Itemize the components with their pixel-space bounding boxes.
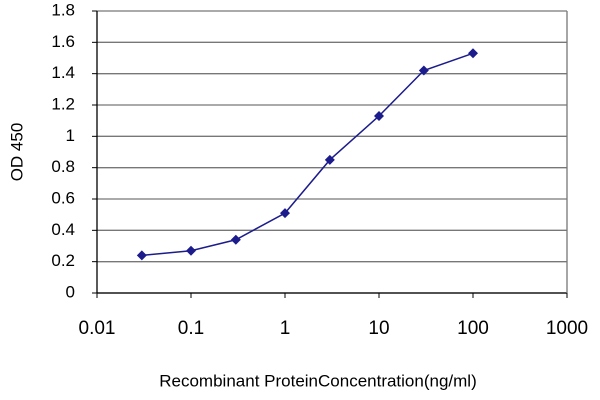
y-tick-label: 0 (66, 282, 75, 301)
y-tick-label: 1.2 (51, 94, 75, 113)
data-point (186, 245, 196, 256)
x-tick-label: 0.01 (79, 318, 116, 339)
x-tick-label: 0.1 (178, 318, 204, 339)
data-point (324, 154, 335, 165)
y-tick-label: 1.8 (51, 0, 75, 19)
data-point (418, 65, 429, 76)
y-tick-label: 0.6 (51, 188, 75, 207)
x-tick-label: 10 (368, 318, 389, 339)
x-tick-label: 100 (457, 318, 489, 339)
data-point (280, 208, 290, 219)
y-tick-label: 1.6 (51, 32, 75, 51)
y-tick-label: 1.4 (51, 63, 75, 82)
y-tick-label: 0.2 (51, 251, 75, 270)
y-axis-label: OD 450 (7, 123, 26, 182)
data-point (468, 48, 478, 59)
series-line (141, 52, 474, 257)
y-tick-label: 1 (66, 126, 75, 145)
y-tick-label: 0.4 (51, 220, 75, 239)
x-tick-label: 1 (280, 318, 291, 339)
x-tick-label: 1000 (546, 318, 588, 339)
data-point (230, 234, 241, 245)
x-axis-label: Recombinant ProteinConcentration(ng/ml) (159, 371, 477, 390)
data-point (374, 110, 384, 121)
data-point (136, 250, 147, 261)
y-tick-label: 0.8 (51, 157, 75, 176)
